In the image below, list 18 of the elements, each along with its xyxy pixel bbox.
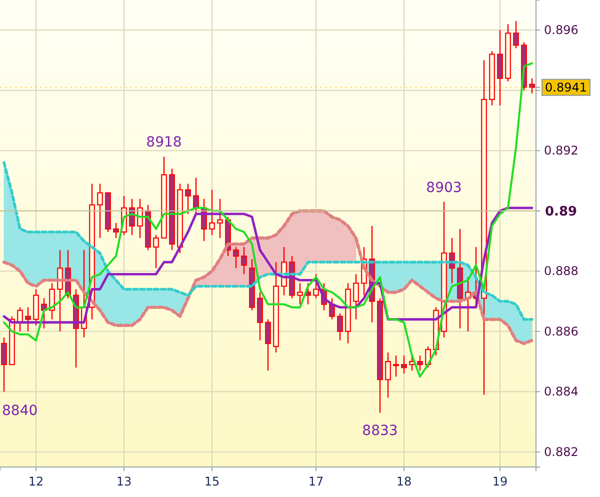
y-tick-label: 0.896 xyxy=(544,22,578,37)
annotation: 8903 xyxy=(426,180,462,196)
y-tick-label: 0.884 xyxy=(544,384,578,399)
x-tick-label: 19 xyxy=(492,474,508,489)
y-tick-label: 0.888 xyxy=(544,264,578,278)
y-tick-label: 0.886 xyxy=(544,324,578,338)
y-tick-label: 0.892 xyxy=(544,143,578,158)
annotation: 8833 xyxy=(362,422,398,439)
ref-line-label: 0.89 xyxy=(545,204,578,220)
y-tick-label: 0.882 xyxy=(544,444,578,459)
annotation: 8840 xyxy=(2,403,38,419)
x-tick-label: 13 xyxy=(116,474,132,489)
ref-line-label: 0.8941 xyxy=(545,80,587,95)
x-tick-label: 15 xyxy=(204,474,220,489)
x-tick-label: 12 xyxy=(28,474,44,489)
x-tick-label: 18 xyxy=(396,474,412,489)
annotation: 8918 xyxy=(146,134,182,151)
x-tick-label: 17 xyxy=(308,474,324,489)
